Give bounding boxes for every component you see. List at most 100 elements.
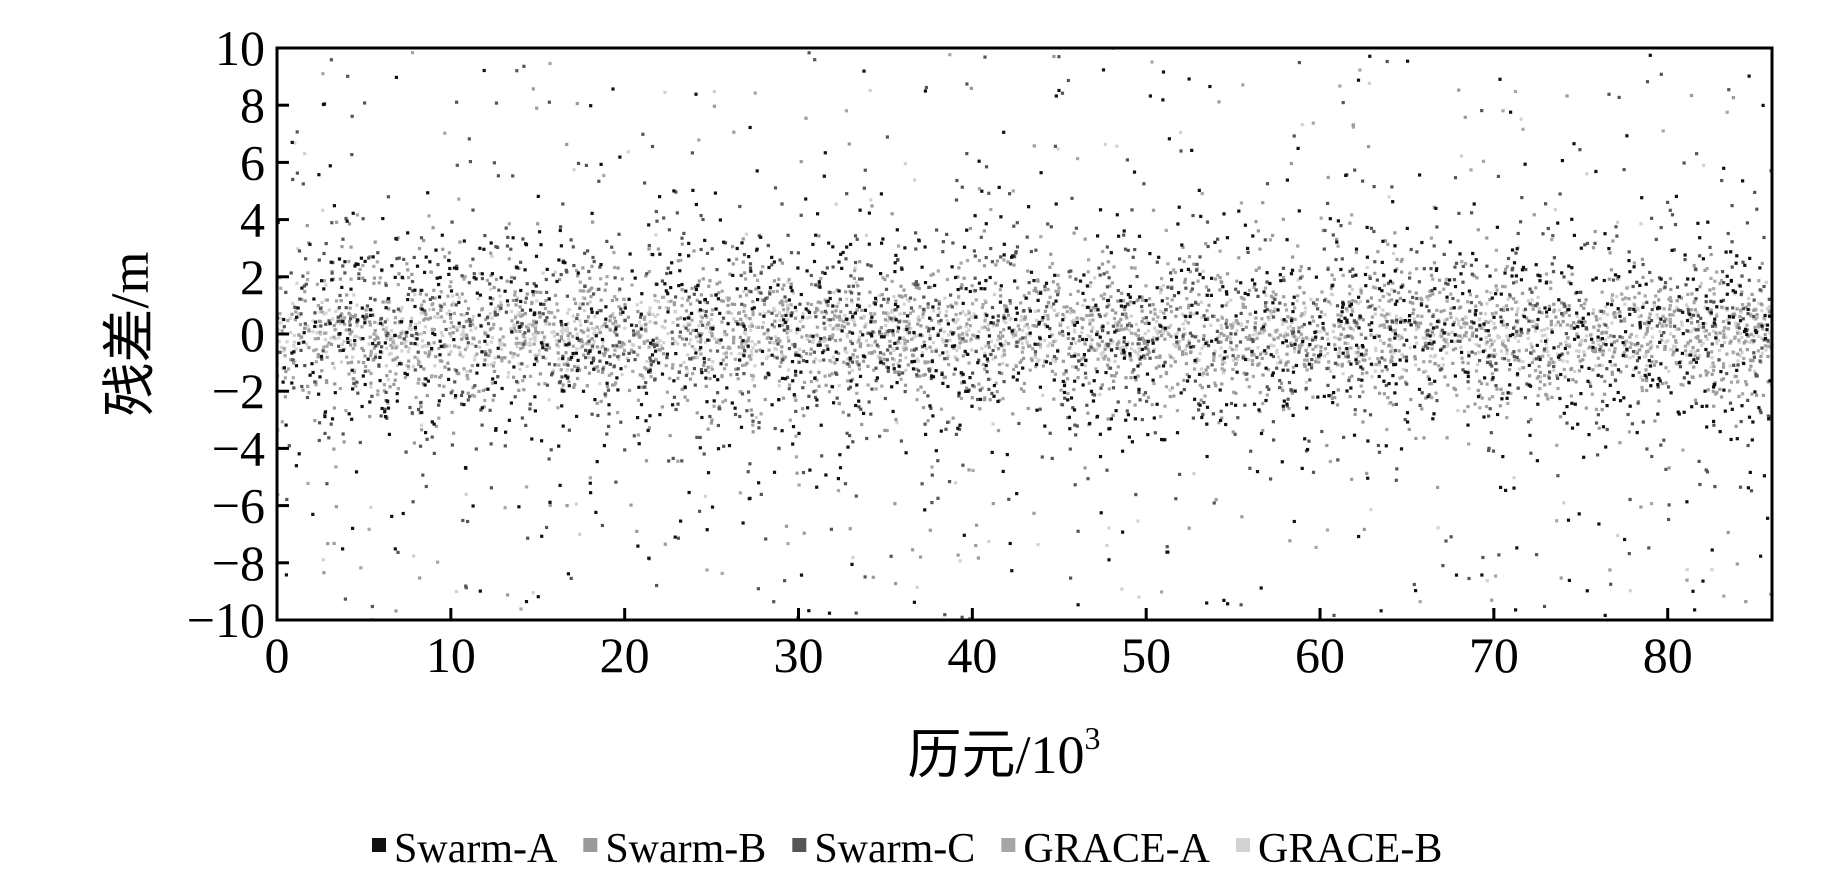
data-point (1368, 274, 1372, 278)
data-point (1255, 332, 1259, 336)
data-point (943, 296, 947, 300)
data-point (1134, 378, 1138, 382)
data-point (882, 362, 886, 366)
data-point (395, 355, 399, 360)
data-point (1694, 335, 1698, 340)
data-point (1746, 398, 1750, 402)
data-point (1258, 410, 1262, 414)
data-point (1079, 316, 1083, 321)
data-point (1339, 314, 1343, 318)
data-point (1565, 360, 1569, 364)
data-point (1184, 319, 1188, 323)
data-point (374, 333, 378, 337)
data-point (623, 326, 627, 330)
data-point (1122, 345, 1126, 349)
data-point (1580, 338, 1584, 342)
data-point (712, 104, 716, 108)
data-point (1494, 248, 1498, 252)
data-point (1544, 392, 1548, 397)
data-point (936, 331, 940, 336)
data-point (1671, 347, 1675, 351)
data-point (690, 318, 694, 322)
data-point (1136, 519, 1140, 523)
data-point (1725, 110, 1729, 114)
data-point (774, 335, 778, 339)
data-point (517, 266, 521, 271)
data-point (945, 277, 949, 282)
data-point (836, 323, 840, 327)
data-point (465, 373, 469, 378)
data-point (579, 338, 583, 342)
data-point (1398, 376, 1402, 380)
data-point (1025, 235, 1029, 239)
data-point (1722, 594, 1726, 598)
data-point (1550, 328, 1554, 332)
data-point (848, 330, 852, 334)
data-point (454, 326, 458, 330)
data-point (843, 346, 847, 350)
data-point (1444, 539, 1448, 543)
data-point (944, 343, 948, 348)
data-point (983, 344, 988, 348)
data-point (325, 380, 329, 385)
data-point (788, 418, 792, 422)
data-point (1525, 316, 1529, 320)
data-point (1745, 348, 1749, 352)
data-point (1389, 401, 1393, 405)
data-point (1468, 293, 1472, 297)
data-point (878, 328, 882, 332)
data-point (547, 457, 551, 461)
data-point (882, 357, 886, 361)
data-point (1508, 295, 1512, 299)
data-point (1220, 316, 1224, 320)
data-point (1740, 336, 1744, 340)
data-point (1435, 308, 1439, 312)
data-point (1278, 379, 1282, 383)
data-point (1555, 443, 1559, 447)
data-point (1749, 489, 1754, 493)
data-point (607, 424, 611, 428)
data-point (817, 300, 821, 304)
data-point (917, 286, 921, 291)
data-point (635, 303, 639, 307)
data-point (954, 320, 958, 325)
data-point (1638, 348, 1642, 352)
data-point (967, 328, 971, 332)
data-point (438, 375, 442, 379)
data-point (1385, 368, 1389, 372)
data-point (916, 388, 920, 392)
data-point (415, 356, 419, 361)
data-point (1667, 466, 1671, 470)
data-point (1490, 372, 1494, 376)
data-point (1459, 154, 1464, 158)
data-point (794, 351, 798, 355)
data-point (1326, 201, 1330, 205)
data-point (946, 420, 950, 424)
data-point (1723, 340, 1727, 344)
data-point (558, 277, 562, 282)
data-point (1611, 239, 1615, 243)
data-point (1303, 306, 1307, 310)
data-point (1709, 313, 1713, 317)
data-point (1671, 313, 1675, 317)
data-point (1380, 369, 1384, 373)
data-point (1648, 312, 1652, 316)
data-point (1252, 285, 1256, 290)
data-point (1711, 361, 1715, 365)
data-point (1102, 297, 1106, 301)
data-point (709, 293, 714, 298)
data-point (1741, 260, 1745, 264)
data-point (837, 401, 841, 405)
data-point (622, 348, 627, 352)
data-point (513, 293, 517, 297)
data-point (419, 332, 423, 336)
data-point (518, 305, 522, 309)
data-point (1337, 337, 1342, 341)
data-point (1549, 357, 1553, 361)
data-point (622, 297, 626, 301)
data-point (870, 351, 874, 355)
data-point (410, 279, 415, 284)
data-point (1697, 339, 1702, 344)
data-point (613, 330, 617, 334)
data-point (1728, 401, 1733, 405)
